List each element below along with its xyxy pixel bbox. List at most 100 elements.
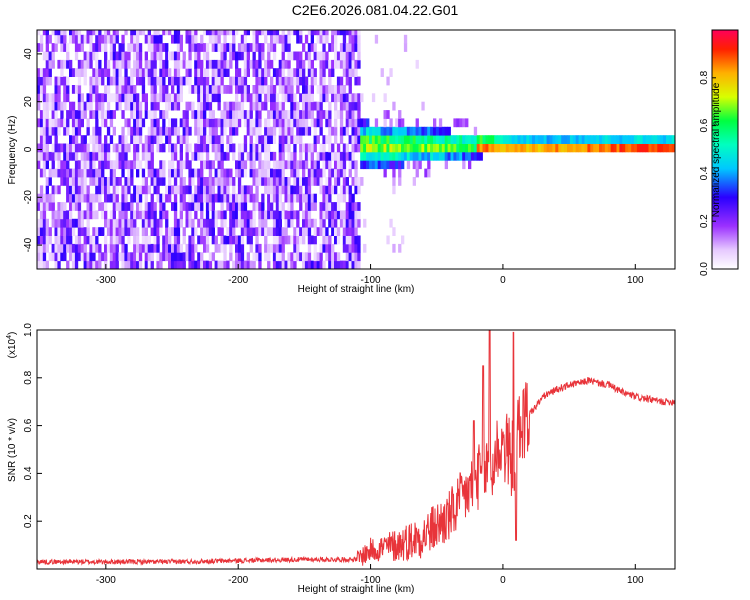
spectrogram-cell bbox=[217, 68, 221, 77]
spectrogram-cell bbox=[211, 185, 215, 195]
spectrogram-cell bbox=[141, 218, 146, 228]
spectrogram-cell bbox=[188, 210, 192, 220]
spectrogram-cell bbox=[267, 110, 271, 119]
spectrogram-cell bbox=[302, 101, 306, 111]
spectrogram-cell bbox=[106, 59, 111, 69]
spectrogram-cell bbox=[92, 135, 96, 144]
spectrogram-cell bbox=[473, 143, 478, 153]
spectrogram-cell bbox=[229, 177, 233, 186]
spectrogram-cell bbox=[229, 210, 233, 220]
spectrogram-cell bbox=[293, 110, 297, 119]
spectrogram-cell bbox=[322, 210, 326, 220]
spectrogram-cell bbox=[293, 168, 297, 178]
spectrogram-cell bbox=[98, 30, 102, 36]
spectrogram-cell bbox=[252, 160, 256, 170]
spectrogram-cell bbox=[310, 85, 314, 94]
spectrogram-cell bbox=[191, 34, 195, 44]
spectrogram-cell bbox=[153, 202, 157, 211]
spectrogram-cell bbox=[371, 160, 376, 170]
spectrogram-cell bbox=[240, 85, 245, 94]
spectrogram-cell bbox=[403, 43, 408, 52]
spectrogram-cell bbox=[37, 160, 41, 170]
spectrogram-cell bbox=[48, 193, 52, 203]
spectrogram-cell bbox=[491, 143, 495, 153]
spectrogram-cell bbox=[281, 118, 285, 128]
spectrogram-cell bbox=[153, 177, 157, 186]
snr-panel: -300 -200 -100 0 100 0.20.40.60.81.0 Height … bbox=[6, 323, 676, 595]
spectrogram-cell bbox=[118, 218, 122, 228]
spectrogram-cell bbox=[74, 43, 79, 52]
spectrogram-cell bbox=[348, 227, 352, 236]
spectrogram-cell bbox=[660, 135, 664, 144]
spectrogram-cell bbox=[194, 34, 198, 44]
spectrogram-cell bbox=[392, 168, 396, 178]
spectrogram-cell bbox=[200, 227, 204, 236]
spectrogram-cell bbox=[205, 76, 210, 86]
spectrogram-cell bbox=[526, 143, 530, 153]
spectrogram-cell bbox=[497, 143, 501, 153]
spectrogram-cell bbox=[264, 143, 268, 153]
spectrogram-cell bbox=[313, 202, 317, 211]
spectrogram-cell bbox=[264, 30, 268, 36]
spectrogram-cell bbox=[165, 51, 169, 61]
spectrogram-cell bbox=[124, 101, 128, 111]
spectrogram-cell bbox=[331, 151, 335, 161]
spectrogram-cell bbox=[121, 59, 125, 69]
spectrogram-cell bbox=[313, 68, 317, 77]
spectrogram-cell bbox=[307, 185, 312, 195]
spectrogram-cell bbox=[121, 202, 125, 211]
spectrogram-cell bbox=[39, 68, 44, 77]
spectrogram-cell bbox=[80, 193, 84, 203]
bottom-y-tick-label: 0.6 bbox=[23, 418, 34, 432]
spectrogram-cell bbox=[71, 101, 76, 111]
spectrogram-cell bbox=[418, 160, 422, 170]
spectrogram-cell bbox=[322, 93, 326, 103]
spectrogram-cell bbox=[418, 143, 422, 153]
spectrogram-cell bbox=[57, 126, 61, 136]
spectrogram-cell bbox=[386, 160, 390, 170]
spectrogram-cell bbox=[101, 185, 105, 195]
spectrogram-cell bbox=[200, 210, 204, 220]
spectrogram-cell bbox=[179, 59, 183, 69]
spectrogram-cell bbox=[118, 85, 122, 94]
spectrogram-cell bbox=[220, 202, 224, 211]
spectrogram-cell bbox=[115, 235, 119, 245]
spectrogram-cell bbox=[179, 85, 183, 94]
spectrogram-cell bbox=[124, 210, 128, 220]
spectrogram-cell bbox=[357, 185, 361, 195]
spectrogram-cell bbox=[220, 260, 224, 269]
spectrogram-cell bbox=[229, 252, 233, 262]
top-y-tick-label: -20 bbox=[23, 190, 34, 205]
spectrogram-cell bbox=[147, 243, 151, 253]
spectrogram-cell bbox=[153, 118, 157, 128]
spectrogram-cell bbox=[351, 210, 355, 220]
spectrogram-cell bbox=[39, 110, 44, 119]
spectrogram-cell bbox=[173, 68, 178, 77]
spectrogram-cell bbox=[249, 235, 253, 245]
spectrogram-cell bbox=[281, 177, 285, 186]
spectrogram-cell bbox=[599, 143, 603, 153]
spectrogram-cell bbox=[95, 30, 99, 36]
spectrogram-cell bbox=[194, 118, 198, 128]
spectrogram-cell bbox=[106, 218, 111, 228]
spectrogram-cell bbox=[264, 59, 268, 69]
spectrogram-cell bbox=[255, 59, 259, 69]
spectrogram-cell bbox=[162, 210, 166, 220]
spectrogram-cell bbox=[354, 110, 358, 119]
spectrogram-cell bbox=[147, 202, 151, 211]
spectrogram-cell bbox=[304, 193, 309, 203]
spectrogram-cell bbox=[39, 202, 44, 211]
spectrogram-cell bbox=[217, 185, 221, 195]
spectrogram-cell bbox=[124, 30, 128, 36]
spectrogram-cell bbox=[37, 118, 41, 128]
spectrogram-cell bbox=[226, 177, 230, 186]
spectrogram-cell bbox=[392, 151, 396, 161]
spectrogram-cell bbox=[255, 143, 259, 153]
spectrogram-cell bbox=[383, 151, 387, 161]
spectrogram-cell bbox=[211, 227, 215, 236]
spectrogram-cell bbox=[232, 101, 236, 111]
spectrogram-cell bbox=[220, 193, 224, 203]
spectrogram-cell bbox=[45, 151, 49, 161]
spectrogram-cell bbox=[255, 243, 259, 253]
spectrogram-cell bbox=[203, 30, 207, 36]
